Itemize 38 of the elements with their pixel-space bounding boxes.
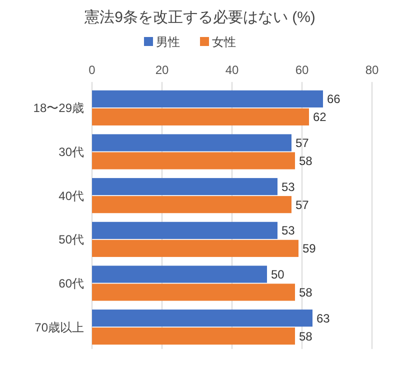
chart-title: 憲法9条を改正する必要はない (%) [84,9,316,26]
y-tick-label: 50代 [58,232,84,247]
data-label: 58 [299,329,313,344]
data-label: 58 [299,154,313,168]
data-label: 59 [302,242,316,256]
y-tick-label: 60代 [58,276,84,290]
data-label: 66 [327,92,341,106]
y-tick-label: 18〜29歳 [33,101,84,116]
y-tick-label: 30代 [58,144,84,159]
bar [92,284,295,301]
data-label: 57 [296,136,310,150]
bar [92,196,292,214]
bar [92,266,267,283]
bar [92,90,323,108]
x-tick-label: 40 [225,63,239,77]
x-tick-label: 80 [365,63,379,77]
y-tick-label: 70歳以上 [34,320,84,334]
bar [92,328,295,345]
bar [92,222,278,239]
data-label: 58 [299,285,313,300]
data-label: 62 [313,110,327,124]
y-tick-label: 40代 [58,188,84,203]
bar [92,310,312,327]
data-label: 53 [282,180,296,194]
bar [92,178,278,196]
x-tick-label: 20 [155,63,169,77]
legend-label: 男性 [156,35,180,49]
data-label: 63 [316,311,330,326]
x-tick-label: 0 [88,63,96,77]
bar [92,134,292,152]
bar [92,152,295,170]
bar [92,108,309,126]
data-label: 50 [271,267,285,282]
data-label: 57 [296,198,310,212]
data-label: 53 [282,224,296,238]
bar [92,240,298,257]
legend-label: 女性 [212,35,236,49]
x-tick-label: 60 [295,63,309,77]
